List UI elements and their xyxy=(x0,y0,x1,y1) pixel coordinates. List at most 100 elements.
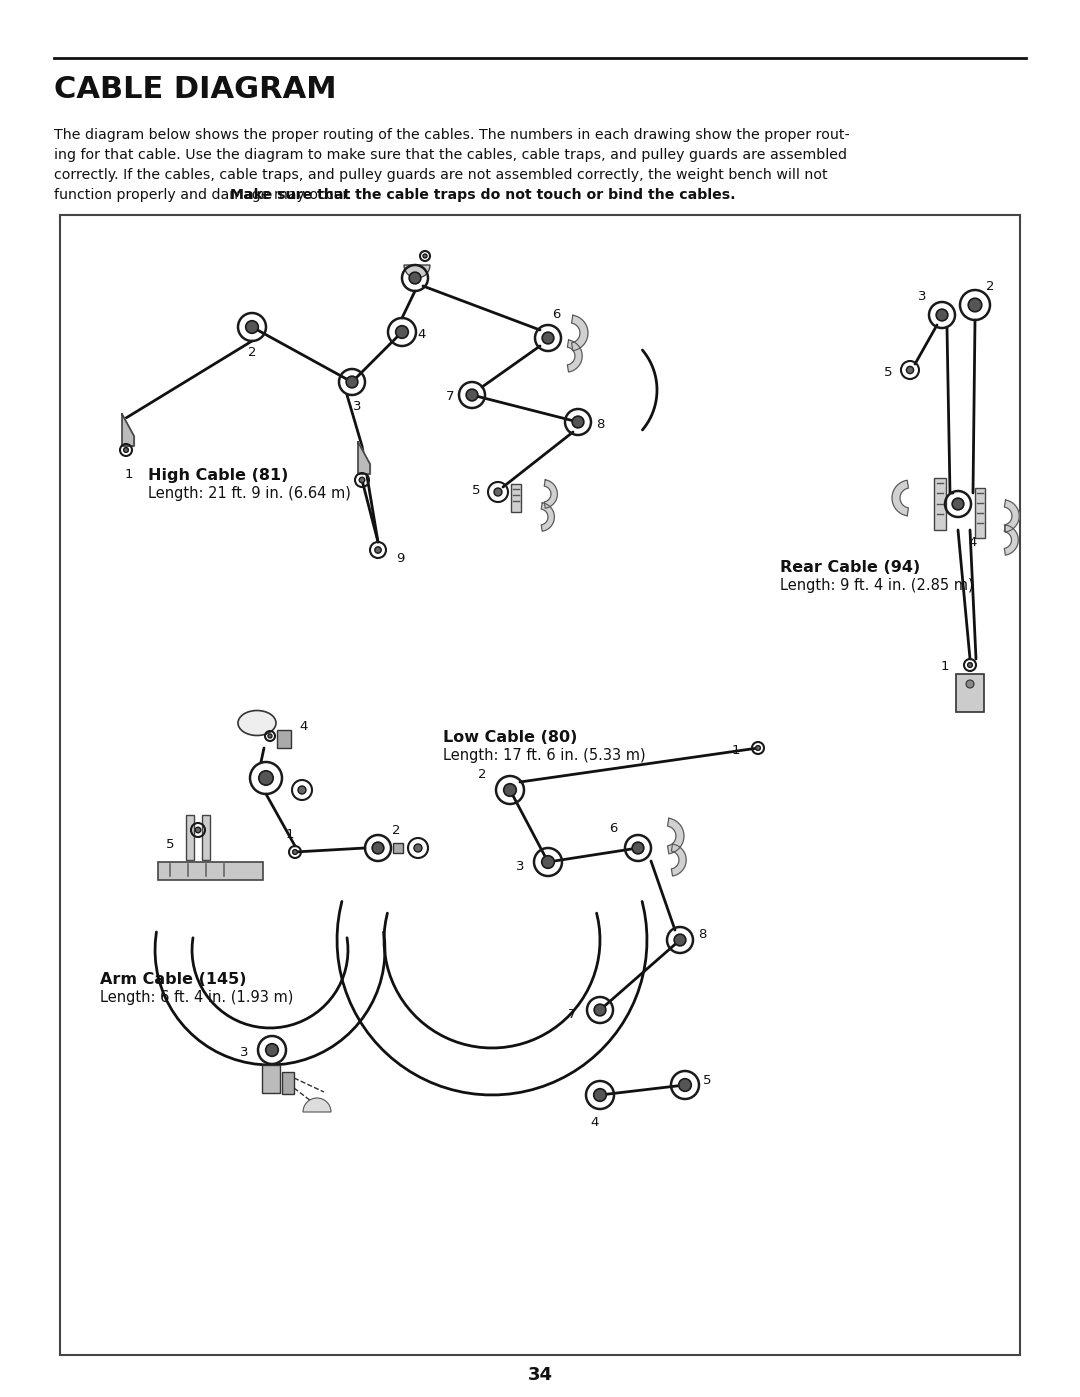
Text: 5: 5 xyxy=(165,838,174,852)
Circle shape xyxy=(409,272,421,284)
Bar xyxy=(276,731,291,747)
Bar xyxy=(975,488,985,538)
Text: 8: 8 xyxy=(596,418,604,430)
Circle shape xyxy=(375,546,381,553)
Text: Make sure that the cable traps do not touch or bind the cables.: Make sure that the cable traps do not to… xyxy=(230,189,735,203)
Text: Length: 17 ft. 6 in. (5.33 m): Length: 17 ft. 6 in. (5.33 m) xyxy=(443,747,646,763)
Circle shape xyxy=(756,746,760,750)
Text: function properly and damage may occur.: function properly and damage may occur. xyxy=(54,189,356,203)
Polygon shape xyxy=(672,844,686,876)
Bar xyxy=(186,814,194,861)
Circle shape xyxy=(195,827,201,833)
Text: Length: 6 ft. 4 in. (1.93 m): Length: 6 ft. 4 in. (1.93 m) xyxy=(100,990,294,1004)
Polygon shape xyxy=(1004,500,1020,532)
Circle shape xyxy=(373,842,383,854)
Text: 5: 5 xyxy=(883,366,892,379)
Circle shape xyxy=(674,935,686,946)
Text: 3: 3 xyxy=(516,861,524,873)
Polygon shape xyxy=(544,479,557,509)
Circle shape xyxy=(395,326,408,338)
Polygon shape xyxy=(1004,525,1018,555)
Bar xyxy=(934,478,946,529)
Text: The diagram below shows the proper routing of the cables. The numbers in each dr: The diagram below shows the proper routi… xyxy=(54,129,850,142)
Text: 7: 7 xyxy=(446,391,455,404)
Text: 6: 6 xyxy=(609,821,617,834)
Bar xyxy=(511,483,521,511)
Circle shape xyxy=(503,784,516,796)
Circle shape xyxy=(969,298,982,312)
Text: 6: 6 xyxy=(552,307,561,320)
Circle shape xyxy=(467,390,477,401)
Circle shape xyxy=(594,1004,606,1016)
Text: 8: 8 xyxy=(698,929,706,942)
Bar xyxy=(282,1071,294,1094)
Text: 1: 1 xyxy=(941,661,949,673)
Text: 34: 34 xyxy=(527,1366,553,1384)
Circle shape xyxy=(572,416,584,427)
Bar xyxy=(158,862,264,880)
Circle shape xyxy=(268,733,272,738)
Circle shape xyxy=(423,254,427,258)
Circle shape xyxy=(414,844,422,852)
Circle shape xyxy=(542,856,554,869)
Bar xyxy=(956,673,984,712)
Circle shape xyxy=(293,849,297,855)
Circle shape xyxy=(632,842,644,854)
Polygon shape xyxy=(567,339,582,372)
Bar xyxy=(202,814,210,861)
Circle shape xyxy=(360,478,365,483)
Text: Arm Cable (145): Arm Cable (145) xyxy=(100,972,246,988)
Circle shape xyxy=(494,488,502,496)
Bar xyxy=(393,842,403,854)
Text: Length: 21 ft. 9 in. (6.64 m): Length: 21 ft. 9 in. (6.64 m) xyxy=(148,486,351,502)
Text: 1: 1 xyxy=(732,743,740,757)
Text: 4: 4 xyxy=(591,1116,599,1130)
Circle shape xyxy=(968,662,972,668)
Text: CABLE DIAGRAM: CABLE DIAGRAM xyxy=(54,75,337,103)
Polygon shape xyxy=(892,481,908,515)
Circle shape xyxy=(953,499,963,510)
Wedge shape xyxy=(404,265,430,278)
Polygon shape xyxy=(571,316,588,351)
Text: Length: 9 ft. 4 in. (2.85 m): Length: 9 ft. 4 in. (2.85 m) xyxy=(780,578,974,592)
Text: High Cable (81): High Cable (81) xyxy=(148,468,288,483)
Circle shape xyxy=(542,332,554,344)
Circle shape xyxy=(123,447,129,453)
Circle shape xyxy=(246,321,258,334)
Text: 3: 3 xyxy=(240,1045,248,1059)
Circle shape xyxy=(906,366,914,373)
Circle shape xyxy=(936,309,948,321)
Polygon shape xyxy=(357,441,370,474)
Text: 2: 2 xyxy=(247,345,256,359)
Text: 2: 2 xyxy=(392,823,401,837)
Text: Low Cable (80): Low Cable (80) xyxy=(443,731,578,745)
Bar xyxy=(262,1065,280,1092)
Text: 2: 2 xyxy=(986,281,995,293)
Circle shape xyxy=(298,787,306,793)
Polygon shape xyxy=(541,503,554,531)
Circle shape xyxy=(347,376,357,388)
Circle shape xyxy=(966,680,974,687)
Circle shape xyxy=(594,1088,606,1101)
Circle shape xyxy=(266,1044,279,1056)
Text: 5: 5 xyxy=(472,483,481,496)
Text: Rear Cable (94): Rear Cable (94) xyxy=(780,560,920,576)
Text: 3: 3 xyxy=(353,401,361,414)
Text: 4: 4 xyxy=(418,327,427,341)
Polygon shape xyxy=(667,819,684,854)
Text: 5: 5 xyxy=(703,1073,712,1087)
Text: 2: 2 xyxy=(477,768,486,781)
Text: 4: 4 xyxy=(300,719,308,732)
Polygon shape xyxy=(122,414,134,446)
Text: 1: 1 xyxy=(125,468,133,481)
Wedge shape xyxy=(303,1098,330,1112)
Text: correctly. If the cables, cable traps, and pulley guards are not assembled corre: correctly. If the cables, cable traps, a… xyxy=(54,168,827,182)
Circle shape xyxy=(678,1078,691,1091)
Text: 3: 3 xyxy=(918,291,927,303)
Circle shape xyxy=(259,771,273,785)
Text: 4: 4 xyxy=(969,536,977,549)
Text: 1: 1 xyxy=(286,827,294,841)
Bar xyxy=(60,215,1020,1355)
Text: 7: 7 xyxy=(568,1009,577,1021)
Text: 9: 9 xyxy=(395,552,404,564)
